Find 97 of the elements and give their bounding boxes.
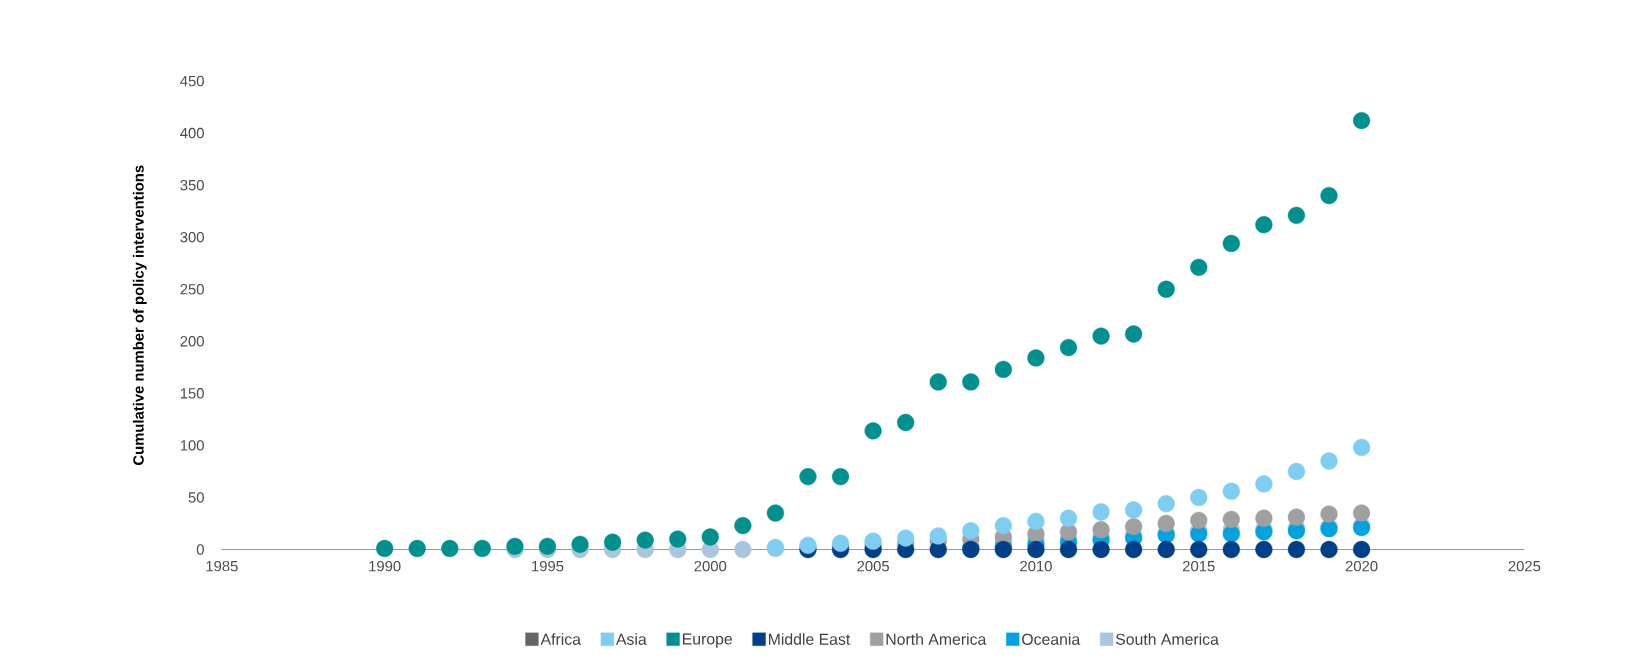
- point: [1027, 512, 1045, 530]
- point: [1287, 206, 1306, 224]
- point: [1092, 521, 1110, 539]
- point: [1255, 540, 1273, 559]
- point: [1027, 540, 1045, 559]
- point: [669, 530, 687, 548]
- point: [1157, 514, 1175, 533]
- legend-label: Asia: [615, 633, 647, 645]
- point: [1157, 540, 1175, 559]
- x-tick-label: 2015: [1183, 560, 1215, 572]
- y-axis-title: Cumulative number of policy interventions: [132, 165, 147, 465]
- point: [897, 529, 915, 547]
- point: [1255, 509, 1273, 527]
- point: [1190, 511, 1208, 529]
- x-tick-label: 2025: [1508, 560, 1541, 572]
- point: [1059, 540, 1078, 559]
- point: [1092, 327, 1110, 345]
- y-tick-label: 200: [180, 336, 204, 347]
- point: [994, 360, 1012, 378]
- point: [1190, 488, 1208, 506]
- point: [734, 540, 752, 559]
- point: [864, 532, 882, 550]
- point: [734, 516, 752, 535]
- point: [1125, 501, 1143, 519]
- point: [1092, 503, 1110, 521]
- point: [864, 422, 882, 440]
- point: [473, 539, 491, 558]
- point: [799, 467, 817, 486]
- point: [929, 373, 947, 391]
- x-tick-label: 2000: [694, 560, 727, 572]
- point: [1059, 338, 1078, 357]
- point: [1092, 540, 1110, 559]
- point: [1352, 438, 1371, 457]
- point: [1255, 216, 1273, 234]
- point: [766, 504, 785, 522]
- legend-label: Europe: [683, 633, 732, 648]
- point: [1352, 540, 1371, 559]
- point: [799, 536, 817, 554]
- point: [962, 373, 980, 391]
- point: [701, 528, 719, 546]
- point: [1059, 509, 1078, 527]
- point: [1222, 540, 1240, 559]
- point: [1157, 280, 1175, 298]
- point: [604, 533, 622, 551]
- point: [571, 535, 589, 553]
- point: [376, 539, 394, 558]
- y-tick-label: 350: [180, 179, 204, 191]
- point: [1320, 186, 1338, 205]
- y-tick-label: 250: [180, 283, 204, 295]
- y-tick-label: 400: [180, 127, 204, 139]
- point: [1190, 258, 1208, 276]
- y-tick-label: 450: [180, 75, 204, 87]
- x-tick-label: 1995: [532, 560, 564, 572]
- point: [1027, 349, 1045, 367]
- legend-label: Middle East: [768, 633, 851, 645]
- legend-label: Oceania: [1022, 633, 1081, 645]
- point: [1125, 325, 1143, 343]
- point: [831, 467, 850, 486]
- point: [506, 537, 524, 555]
- point: [897, 413, 915, 432]
- point: [538, 537, 557, 555]
- point: [994, 516, 1012, 535]
- x-tick-label: 1985: [206, 560, 238, 572]
- point: [929, 527, 947, 545]
- legend-label: North America: [886, 633, 987, 645]
- y-tick-label: 50: [188, 492, 204, 503]
- point: [1222, 482, 1240, 500]
- point: [408, 539, 426, 558]
- point: [1157, 495, 1175, 513]
- point: [441, 539, 459, 558]
- point: [1352, 504, 1371, 522]
- point: [1222, 234, 1240, 252]
- legend-label: Africa: [540, 633, 581, 645]
- point: [1255, 475, 1273, 493]
- point: [1320, 540, 1338, 559]
- point: [1125, 540, 1143, 559]
- point: [1320, 452, 1338, 470]
- point: [1287, 508, 1306, 526]
- x-tick-label: 2010: [1020, 560, 1052, 572]
- point: [994, 540, 1012, 559]
- point: [1287, 540, 1306, 559]
- y-tick-label: 100: [180, 440, 204, 451]
- point: [1287, 462, 1306, 480]
- point: [1222, 510, 1240, 528]
- y-tick-label: 300: [180, 231, 204, 243]
- point: [1125, 517, 1143, 536]
- x-tick-label: 1990: [369, 560, 401, 572]
- point: [1190, 540, 1208, 559]
- x-tick-label: 2020: [1345, 560, 1378, 572]
- y-tick-label: 150: [180, 388, 204, 399]
- legend-label: South America: [1115, 633, 1219, 645]
- point: [962, 522, 980, 540]
- point: [1352, 111, 1371, 130]
- point: [1320, 505, 1338, 523]
- y-tick-label: 0: [196, 544, 204, 555]
- x-tick-label: 2005: [857, 560, 889, 572]
- point: [636, 531, 654, 549]
